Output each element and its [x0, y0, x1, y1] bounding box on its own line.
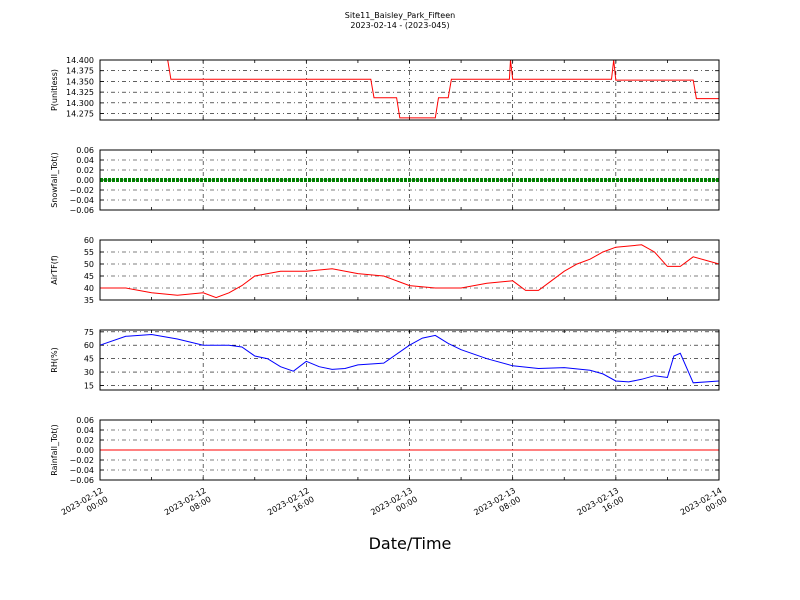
snowfall-ytick-label: 0.04: [76, 156, 94, 165]
rh-axes-frame: [99, 329, 720, 391]
rh-ytick-label: 15: [84, 382, 94, 391]
pressure-ytick-label: 14.300: [66, 99, 94, 108]
snowfall-ytick-label: −0.06: [69, 206, 94, 215]
pressure-series-line: [100, 59, 719, 119]
rainfall-axes-frame: [99, 419, 720, 481]
snowfall-ylabel: Snowfall_Tot(): [50, 152, 59, 208]
air_temp-ytick-label: 50: [84, 260, 94, 269]
x-tick-label: 2023-02-1208:00: [163, 486, 213, 526]
rainfall-ytick-label: 0.02: [76, 436, 94, 445]
rh-series-line: [99, 333, 720, 384]
rainfall-ytick-label: −0.04: [69, 466, 94, 475]
pressure-ytick-label: 14.275: [66, 110, 94, 119]
pressure-ytick-label: 14.400: [66, 56, 94, 65]
rainfall-ytick-label: 0.00: [76, 446, 94, 455]
snowfall-ytick-label: −0.02: [69, 186, 94, 195]
air_temp-ytick-label: 60: [84, 236, 94, 245]
rh-ytick-label: 60: [84, 341, 94, 350]
snowfall-ytick-label: −0.04: [69, 196, 94, 205]
rh-ytick-label: 30: [84, 368, 94, 377]
rh-ytick-label: 75: [84, 328, 94, 337]
rainfall-ytick-label: 0.04: [76, 426, 94, 435]
chart-subtitle: 2023-02-14 - (2023-045): [350, 21, 450, 30]
snowfall-ytick-label: 0.06: [76, 146, 94, 155]
air_temp-ytick-label: 40: [84, 284, 94, 293]
x-tick-label: 2023-02-1216:00: [266, 486, 316, 526]
x-tick-label: 2023-02-1316:00: [576, 486, 626, 526]
air_temp-ytick-label: 35: [84, 296, 94, 305]
snowfall-ytick-label: 0.02: [76, 166, 94, 175]
snowfall-ytick-label: 0.00: [76, 176, 94, 185]
pressure-ytick-label: 14.350: [66, 77, 94, 86]
chart-title: Site11_Baisley_Park_Fifteen: [344, 11, 456, 20]
pressure-ytick-label: 14.325: [66, 88, 94, 97]
rainfall-ytick-label: −0.02: [69, 456, 94, 465]
pressure-ytick-label: 14.375: [66, 67, 94, 76]
chart-title-block: Site11_Baisley_Park_Fifteen 2023-02-14 -…: [0, 11, 800, 31]
rh-ytick-label: 45: [84, 355, 94, 364]
x-tick-label: 2023-02-1400:00: [679, 486, 729, 526]
rainfall-ylabel: Rainfall_Tot(): [50, 424, 59, 476]
air_temp-ylabel: AirTF(f): [50, 255, 59, 285]
rainfall-ytick-label: 0.06: [76, 416, 94, 425]
snowfall-axes-frame: [99, 149, 720, 211]
air_temp-series-line: [100, 244, 720, 299]
pressure-axes-frame: [99, 59, 720, 121]
x-axis-label: Date/Time: [368, 534, 452, 553]
rainfall-ytick-label: −0.06: [69, 476, 94, 485]
rh-ylabel: RH(%): [50, 347, 59, 372]
air_temp-ytick-label: 55: [84, 248, 94, 257]
x-tick-label: 2023-02-1200:00: [60, 486, 110, 526]
x-tick-label: 2023-02-1308:00: [472, 486, 522, 526]
air_temp-axes-frame: [99, 239, 720, 301]
pressure-ylabel: P(unitless): [50, 69, 59, 111]
x-tick-label: 2023-02-1300:00: [369, 486, 419, 526]
air_temp-ytick-label: 45: [84, 272, 94, 281]
